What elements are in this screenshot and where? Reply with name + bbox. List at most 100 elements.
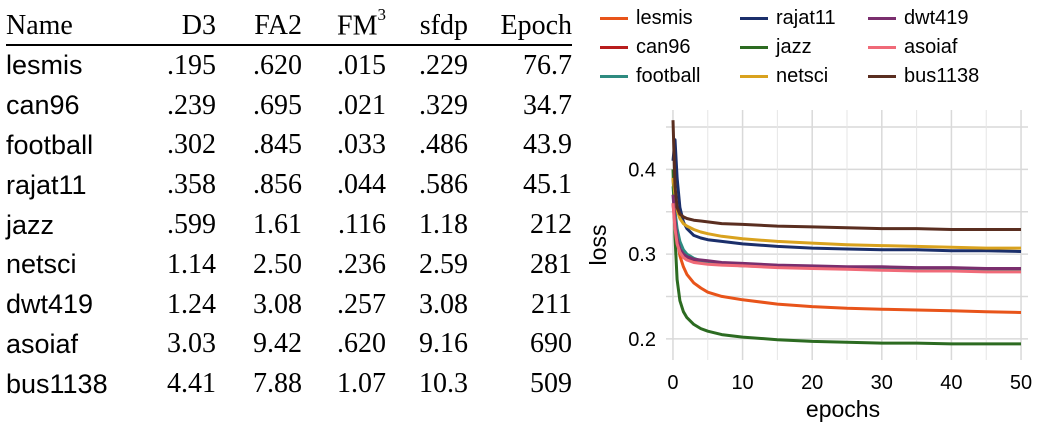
cell-d3: .195 — [167, 49, 216, 81]
table-row: lesmis .195 .620 .015 .229 76.7 — [6, 46, 572, 86]
series-line-netsci — [671, 177, 1021, 250]
cell-d3: 1.14 — [167, 248, 216, 280]
cell-fa2: .695 — [253, 89, 302, 121]
legend-label: asoiaf — [904, 35, 958, 58]
cell-epoch: 76.7 — [523, 49, 572, 81]
cell-name: lesmis — [6, 50, 83, 81]
table-body: lesmis .195 .620 .015 .229 76.7 can96 .239 .695.… — [6, 46, 572, 404]
legend-swatch — [740, 45, 768, 49]
cell-name: can96 — [6, 90, 80, 121]
header-name: Name — [6, 10, 73, 41]
y-axis-label: loss — [585, 225, 611, 266]
legend-item-lesmis: lesmis — [600, 4, 693, 32]
cell-fm3: .257 — [337, 288, 386, 320]
cell-sfdp: 1.18 — [419, 209, 468, 241]
cell-fa2: 2.50 — [253, 248, 302, 280]
legend-swatch — [868, 74, 896, 78]
cell-fm3: .015 — [337, 49, 386, 81]
table-row: asoiaf 3.03 9.42 .620 9.16 690 — [6, 325, 572, 365]
cell-epoch: 509 — [530, 368, 572, 400]
cell-fm3: .033 — [337, 129, 386, 161]
cell-fa2: .845 — [253, 129, 302, 161]
cell-epoch: 281 — [530, 248, 572, 280]
header-fa2: FA2 — [254, 10, 302, 41]
cell-epoch: 43.9 — [523, 129, 572, 161]
legend-label: rajat11 — [776, 6, 836, 29]
cell-d3: 3.03 — [167, 328, 216, 360]
cell-d3: .239 — [167, 89, 216, 121]
cell-sfdp: 3.08 — [419, 288, 468, 320]
x-tick-label: 0 — [667, 372, 678, 394]
x-tick-label: 20 — [801, 372, 823, 394]
cell-epoch: 212 — [530, 209, 572, 241]
legend-label: netsci — [776, 64, 829, 87]
series-line-bus1138 — [671, 120, 1021, 231]
cell-epoch: 690 — [530, 328, 572, 360]
legend-item-netsci: netsci — [740, 62, 828, 90]
x-tick-label: 40 — [940, 372, 962, 394]
header-fm-superscript: 3 — [377, 5, 387, 25]
cell-fa2: 9.42 — [253, 328, 302, 360]
header-fm3: FM3 — [302, 5, 386, 42]
cell-fm3: .116 — [338, 209, 386, 241]
cell-sfdp: 10.3 — [419, 368, 468, 400]
header-sfdp: sfdp — [419, 10, 468, 41]
cell-fm3: .021 — [337, 89, 386, 121]
cell-d3: .302 — [167, 129, 216, 161]
legend-item-dwt419: dwt419 — [868, 4, 969, 32]
y-tick-label: 0.3 — [628, 244, 656, 266]
cell-name: bus1138 — [6, 368, 108, 399]
header-fm-text: FM — [337, 10, 378, 42]
chart-legend: lesmis can96 football rajat11 jazz netsci dwt4… — [600, 4, 1032, 94]
legend-swatch — [600, 16, 628, 20]
header-epoch: Epoch — [500, 10, 572, 41]
table-header-row: Name D3 FA2 FM3 sfdp Epoch — [6, 5, 572, 46]
legend-item-asoiaf: asoiaf — [868, 33, 957, 61]
cell-name: netsci — [6, 249, 77, 280]
y-tick-label: 0.2 — [628, 329, 656, 351]
legend-item-can96: can96 — [600, 33, 691, 61]
x-tick-label: 30 — [871, 372, 893, 394]
legend-swatch — [740, 74, 768, 78]
table-row: netsci 1.14 2.50 .236 2.59 281 — [6, 245, 572, 285]
results-table: Name D3 FA2 FM3 sfdp Epoch lesmis .195 .62… — [6, 5, 572, 404]
table-row: rajat11 .358 .856 .044 .586 45.1 — [6, 165, 572, 205]
series-line-jazz — [671, 169, 1021, 346]
cell-epoch: 45.1 — [523, 169, 572, 201]
legend-item-football: football — [600, 62, 701, 90]
legend-label: lesmis — [636, 6, 693, 29]
cell-epoch: 34.7 — [523, 89, 572, 121]
cell-fa2: 7.88 — [253, 368, 302, 400]
table-row: football .302 .845 .033 .486 43.9 — [6, 126, 572, 166]
legend-item-bus1138: bus1138 — [868, 62, 979, 90]
series-line-asoiaf — [671, 203, 1021, 274]
y-tick-label: 0.4 — [628, 159, 656, 181]
cell-fm3: 1.07 — [337, 368, 386, 400]
cell-fm3: .044 — [337, 169, 386, 201]
legend-item-jazz: jazz — [740, 33, 812, 61]
series-line-lesmis — [671, 177, 1022, 314]
legend-label: bus1138 — [904, 64, 980, 87]
x-tick-label: 50 — [1010, 372, 1032, 394]
cell-fa2: 1.61 — [253, 209, 302, 241]
cell-fm3: .620 — [337, 328, 386, 360]
cell-sfdp: .586 — [419, 169, 468, 201]
cell-sfdp: .329 — [419, 89, 468, 121]
legend-swatch — [600, 74, 628, 78]
table-row: dwt419 1.24 3.08 .257 3.08 211 — [6, 285, 572, 325]
cell-fa2: .620 — [253, 49, 302, 81]
table-row: can96 .239 .695 .021 .329 34.7 — [6, 86, 572, 126]
table-row: bus1138 4.41 7.88 1.07 10.3 509 — [6, 364, 572, 404]
cell-sfdp: .229 — [419, 49, 468, 81]
cell-name: dwt419 — [6, 289, 94, 320]
cell-fm3: .236 — [337, 248, 386, 280]
legend-item-rajat11: rajat11 — [740, 4, 836, 32]
legend-label: dwt419 — [904, 6, 969, 29]
cell-d3: 1.24 — [167, 288, 216, 320]
cell-epoch: 211 — [531, 288, 572, 320]
x-axis-label: epochs — [806, 396, 880, 422]
header-d3: D3 — [181, 10, 216, 41]
cell-fa2: 3.08 — [253, 288, 302, 320]
cell-name: jazz — [6, 209, 55, 240]
